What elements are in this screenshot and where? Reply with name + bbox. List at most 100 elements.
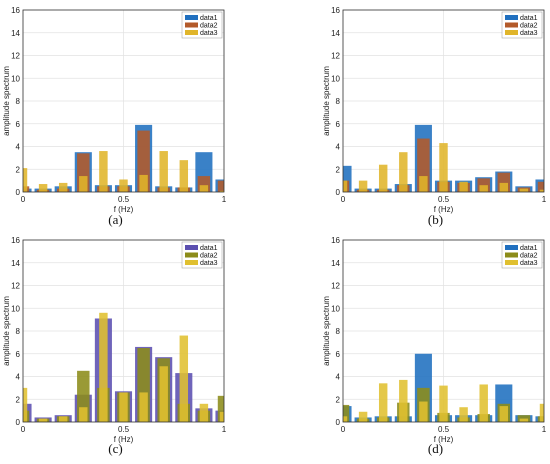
bar-data3 xyxy=(399,379,408,422)
legend-label: data1 xyxy=(200,245,218,252)
bar-data3 xyxy=(179,160,189,192)
legend-swatch xyxy=(505,15,518,20)
y-axis-label: amplitude spectrum xyxy=(322,66,331,136)
bar-data3 xyxy=(79,176,88,192)
axes-frame xyxy=(342,9,545,193)
legend-swatch xyxy=(185,15,198,20)
bar-data3 xyxy=(23,168,28,192)
y-tick-label: 8 xyxy=(16,97,21,106)
bar-data3 xyxy=(399,152,408,192)
axes-frame xyxy=(22,239,225,423)
bar-data3 xyxy=(378,383,388,422)
x-tick-label: 1 xyxy=(222,195,227,204)
y-tick-label: 2 xyxy=(16,395,21,404)
bar-data3 xyxy=(38,418,48,422)
bar-data3 xyxy=(419,176,428,192)
y-tick-label: 6 xyxy=(336,350,341,359)
legend-label: data3 xyxy=(200,30,218,37)
bar-data3 xyxy=(358,411,368,422)
x-axis-label: f (Hz) xyxy=(434,435,454,444)
y-tick-label: 8 xyxy=(336,327,341,336)
y-axis-label: amplitude spectrum xyxy=(322,296,331,366)
legend-swatch xyxy=(185,245,198,250)
x-tick-label: 1 xyxy=(542,195,547,204)
y-tick-label: 6 xyxy=(16,350,21,359)
bar-data3 xyxy=(459,407,468,422)
legend-label: data1 xyxy=(200,15,218,22)
y-tick-label: 0 xyxy=(16,188,21,197)
bar-data3 xyxy=(343,416,348,422)
bar-data2 xyxy=(537,181,544,192)
bar-data3 xyxy=(343,180,348,192)
bar-data3 xyxy=(199,403,209,422)
legend-label: data1 xyxy=(520,15,538,22)
y-tick-label: 10 xyxy=(331,74,340,83)
y-tick-label: 0 xyxy=(336,188,341,197)
y-tick-label: 10 xyxy=(11,74,20,83)
legend-label: data2 xyxy=(200,23,218,30)
bar-data3 xyxy=(159,151,168,192)
y-tick-label: 14 xyxy=(331,29,340,38)
y-tick-label: 8 xyxy=(16,327,21,336)
legend-swatch xyxy=(505,30,518,35)
chart-panel-3: 0 2 4 6 8 10 12 14 16 0 0.5 1 f (Hz) amplitude spectr… xyxy=(2,236,227,456)
y-tick-label: 16 xyxy=(11,236,20,245)
bar-data3 xyxy=(179,335,189,422)
x-tick-label: 0 xyxy=(21,425,26,434)
chart-panel-4: 0 2 4 6 8 10 12 14 16 0 0.5 1 f (Hz) amplitude spectr… xyxy=(322,236,547,456)
bar-data3 xyxy=(539,403,544,422)
y-tick-label: 2 xyxy=(16,165,21,174)
bar-data3 xyxy=(378,164,388,192)
y-tick-label: 12 xyxy=(11,52,20,61)
bar-data3 xyxy=(58,416,68,422)
x-tick-label: 1 xyxy=(222,425,227,434)
legend-label: data2 xyxy=(520,253,538,260)
bar-data2 xyxy=(217,395,224,422)
y-tick-label: 10 xyxy=(331,304,340,313)
bar-data3 xyxy=(199,185,209,192)
bar-data3 xyxy=(219,411,224,422)
bar-data3 xyxy=(79,407,88,422)
y-tick-label: 12 xyxy=(331,282,340,291)
bar-data3 xyxy=(119,179,128,192)
bar-data3 xyxy=(459,181,468,192)
bar-data3 xyxy=(58,182,68,192)
x-tick-label: 0.5 xyxy=(438,425,450,434)
x-tick-label: 0.5 xyxy=(438,195,450,204)
bar-data3 xyxy=(519,188,529,192)
y-tick-label: 4 xyxy=(336,143,341,152)
y-tick-label: 8 xyxy=(336,97,341,106)
bar-data1 xyxy=(343,165,352,192)
panel-caption: (d) xyxy=(428,441,443,456)
bar-data3 xyxy=(539,189,544,192)
bar-data3 xyxy=(479,185,488,192)
x-tick-label: 1 xyxy=(542,425,547,434)
panel-caption: (a) xyxy=(108,212,122,227)
y-tick-label: 14 xyxy=(11,29,20,38)
y-tick-label: 12 xyxy=(11,282,20,291)
bar-data3 xyxy=(499,182,509,192)
chart-panel-1: 0 2 4 6 8 10 12 14 16 0 0.5 1 f (Hz) amplitude spectr… xyxy=(2,6,227,227)
y-tick-label: 12 xyxy=(331,52,340,61)
legend-label: data3 xyxy=(520,30,538,37)
bar-data3 xyxy=(519,418,529,422)
y-tick-label: 14 xyxy=(11,259,20,268)
y-tick-label: 16 xyxy=(331,6,340,15)
y-tick-label: 4 xyxy=(336,373,341,382)
bar-data3 xyxy=(439,143,448,192)
y-tick-label: 16 xyxy=(11,6,20,15)
x-tick-label: 0 xyxy=(21,195,26,204)
x-tick-label: 0 xyxy=(341,425,346,434)
y-tick-label: 0 xyxy=(336,418,341,427)
x-axis-label: f (Hz) xyxy=(434,205,454,214)
x-tick-label: 0.5 xyxy=(118,195,130,204)
x-tick-label: 0.5 xyxy=(118,425,130,434)
legend-label: data3 xyxy=(200,260,218,267)
bar-data3 xyxy=(139,392,148,422)
y-tick-label: 4 xyxy=(16,143,21,152)
legend-swatch xyxy=(185,30,198,35)
